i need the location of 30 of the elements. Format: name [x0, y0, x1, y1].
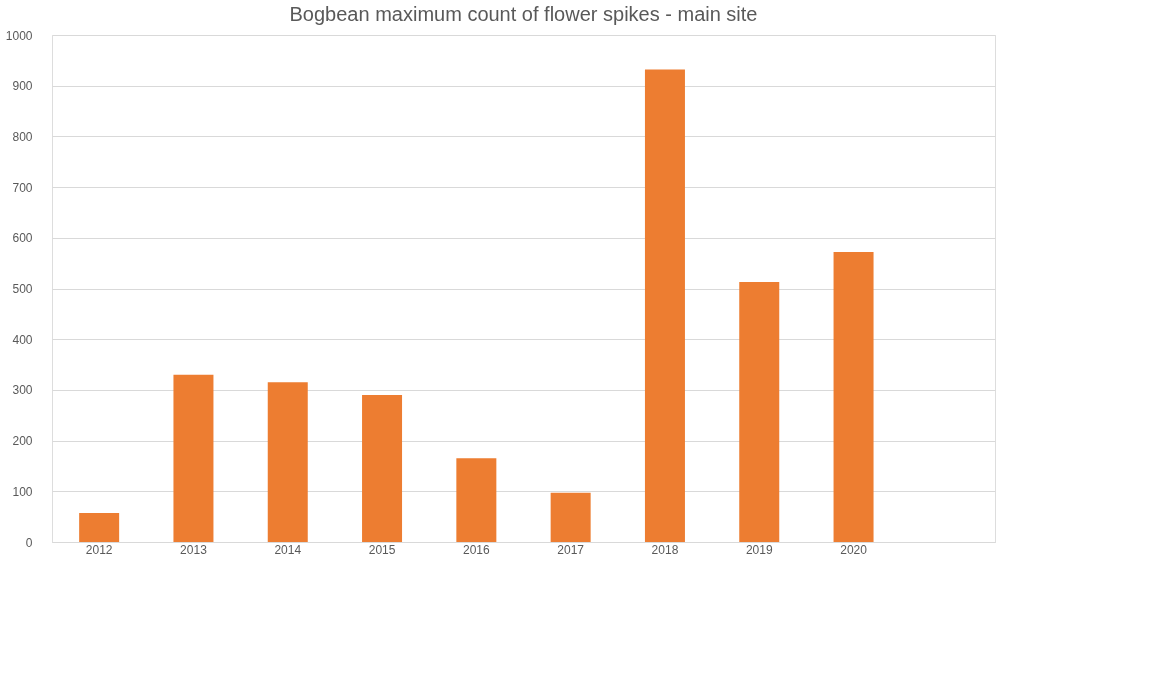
x-tick-label: 2019: [745, 542, 773, 557]
bar: [362, 394, 403, 542]
y-tick-label: 400: [12, 332, 33, 347]
x-tick-label: 2014: [274, 542, 302, 557]
y-tick-label: 0: [25, 535, 33, 550]
y-tick-label: 1000: [5, 28, 33, 43]
bar: [644, 69, 685, 542]
chart-title: Bogbean maximum count of flower spikes - main site: [289, 3, 758, 25]
bar: [456, 458, 497, 542]
y-tick-label: 500: [12, 282, 33, 296]
bar: [550, 492, 591, 542]
y-tick-label: 600: [12, 231, 33, 246]
y-tick-label: 800: [12, 129, 33, 144]
y-tick-label: 300: [12, 383, 33, 398]
bar: [79, 513, 120, 542]
bar: [833, 252, 874, 542]
x-tick-label: 2017: [557, 542, 585, 557]
x-tick-label: 2013: [180, 542, 208, 557]
y-tick-label: 100: [12, 484, 33, 499]
x-tick-label: 2012: [85, 542, 113, 557]
x-tick-label: 2016: [463, 542, 491, 557]
bar: [739, 281, 780, 542]
bar: [173, 374, 214, 542]
x-tick-label: 2020: [840, 542, 868, 557]
x-tick-label: 2015: [368, 542, 396, 557]
y-tick-label: 700: [12, 180, 33, 195]
x-tick-label: 2018: [651, 542, 679, 557]
y-tick-label: 200: [12, 434, 33, 449]
y-tick-label: 900: [12, 79, 33, 94]
bar: [267, 382, 308, 542]
